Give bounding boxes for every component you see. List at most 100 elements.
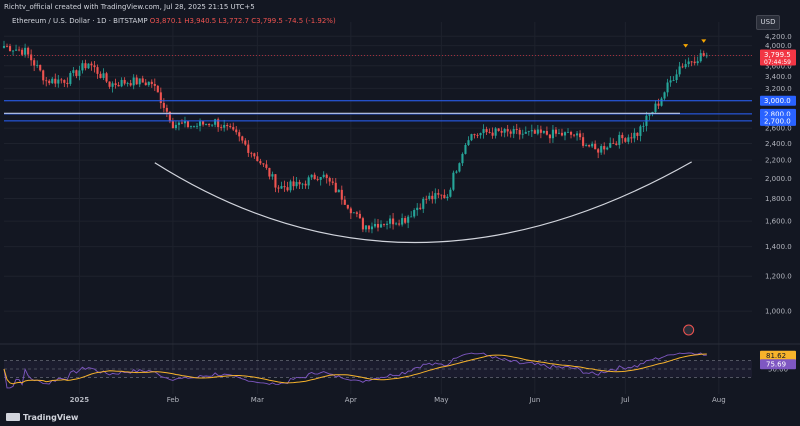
candle-body <box>21 49 24 55</box>
candle-body <box>84 63 87 69</box>
candle-body <box>479 133 482 136</box>
candle-body <box>226 124 229 127</box>
candle-body <box>557 132 561 134</box>
symbol-header: Ethereum / U.S. Dollar · 1D · BITSTAMP O… <box>12 17 336 25</box>
y-tick-label: 2,400.0 <box>765 140 792 148</box>
candle-body <box>452 172 455 190</box>
level-label: 2,700.0 <box>764 117 791 125</box>
candle-body <box>560 132 564 136</box>
candle-body <box>675 74 678 81</box>
candle-body <box>265 164 268 168</box>
candle-body <box>162 102 165 108</box>
rsi-tag <box>760 359 796 370</box>
candle-body <box>11 50 15 52</box>
candle-body <box>111 83 114 87</box>
attribution-text: Richtv_official created with TradingView… <box>4 3 255 11</box>
candle-body <box>398 223 401 225</box>
level-label: 3,000.0 <box>764 97 791 105</box>
candle-body <box>461 153 464 164</box>
candle-body <box>576 133 579 136</box>
candle-body <box>672 80 675 81</box>
candle-body <box>500 130 503 133</box>
candle-body <box>123 79 126 84</box>
candle-body <box>615 143 618 145</box>
candle-body <box>515 129 518 130</box>
candle-body <box>45 80 48 82</box>
event-icon <box>683 324 695 336</box>
candle-body <box>72 70 75 73</box>
candle-body <box>253 153 256 157</box>
candle-body <box>277 187 280 189</box>
candle-body <box>494 128 497 136</box>
signal-marker <box>701 39 707 43</box>
currency-button[interactable]: USD <box>756 15 780 30</box>
candle-body <box>594 143 597 150</box>
ohlc-values: O3,870.1 H3,940.5 L3,772.7 C3,799.5 -74.… <box>149 17 336 25</box>
candle-body <box>536 129 539 134</box>
candle-body <box>328 177 331 182</box>
candle-body <box>687 61 690 65</box>
candle-body <box>87 63 90 69</box>
last-price-tag <box>760 49 796 66</box>
candle-body <box>654 103 657 112</box>
candle-body <box>8 46 12 52</box>
candle-body <box>606 147 609 150</box>
candle-body <box>582 137 585 146</box>
candle-body <box>289 181 292 191</box>
candle-body <box>346 204 349 209</box>
y-tick-label: 1,800.0 <box>765 195 792 203</box>
candle-body <box>99 73 102 78</box>
candle-body <box>66 82 69 84</box>
candle-body <box>310 174 313 178</box>
candle-body <box>192 125 196 127</box>
candle-body <box>358 213 361 219</box>
candle-body <box>319 176 322 180</box>
candle-body <box>117 85 120 87</box>
candle-body <box>428 195 431 200</box>
candle-body <box>220 127 223 128</box>
candle-body <box>636 132 639 136</box>
candle-body <box>639 126 642 136</box>
candle-body <box>554 129 558 134</box>
candle-body <box>165 107 168 112</box>
candle-body <box>48 80 51 84</box>
candle-body <box>434 193 437 200</box>
candle-body <box>705 55 708 57</box>
candle-body <box>612 142 615 144</box>
candle-body <box>566 131 570 133</box>
candle-body <box>657 103 660 106</box>
candle-body <box>542 130 545 133</box>
candle-body <box>102 73 105 78</box>
candle-body <box>141 78 144 83</box>
candle-body <box>153 83 156 86</box>
candle-body <box>129 83 132 86</box>
candle-body <box>268 167 271 177</box>
y-tick-label: 1,000.0 <box>765 308 792 316</box>
candle-body <box>211 124 214 126</box>
y-tick-label: 3,400.0 <box>765 73 792 81</box>
candle-body <box>579 133 582 138</box>
candle-body <box>232 127 235 130</box>
level-label: 2,800.0 <box>764 110 791 118</box>
candle-body <box>690 61 693 63</box>
candle-body <box>699 53 702 62</box>
candle-body <box>205 124 208 125</box>
candle-body <box>669 80 672 83</box>
y-tick-label: 1,600.0 <box>765 218 792 226</box>
candle-body <box>379 224 383 228</box>
candle-body <box>440 194 443 196</box>
candle-body <box>385 223 389 225</box>
x-tick-label: May <box>434 396 448 404</box>
candle-body <box>572 134 576 136</box>
candle-body <box>392 218 395 225</box>
candle-body <box>168 111 171 122</box>
candle-body <box>473 134 476 136</box>
candle-body <box>524 131 527 134</box>
rsi-tick-label: 50.00 <box>768 366 788 374</box>
candle-body <box>2 45 6 48</box>
candle-body <box>322 174 325 177</box>
candle-body <box>425 198 428 200</box>
candle-body <box>69 72 72 84</box>
candle-body <box>174 124 177 129</box>
